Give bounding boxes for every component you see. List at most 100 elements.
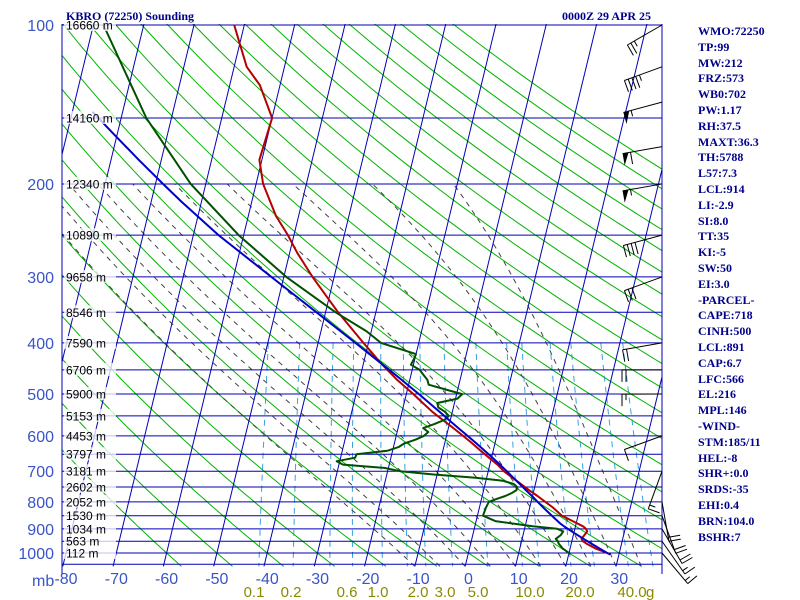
wind-barb-shaft <box>661 501 670 542</box>
indices-panel: WMO:72250 TP:99 MW:212 FRZ:573 WB0:702 PW:1.1… <box>698 24 765 545</box>
dry-adiabat <box>244 24 662 341</box>
temperature-tick-label: 30 <box>610 571 628 588</box>
dry-adiabat <box>296 24 662 295</box>
height-label-bg <box>64 480 116 494</box>
height-label: 5153 m <box>66 409 106 423</box>
wind-barb <box>622 183 663 203</box>
wind-barb-flag <box>679 553 691 561</box>
pressure-tick-label: 1000 <box>18 546 54 563</box>
sounding-profiles <box>91 24 611 556</box>
index-item: FRZ:573 <box>698 71 744 86</box>
dry-adiabat <box>192 24 662 389</box>
wind-barb-shaft <box>661 528 683 564</box>
wind-barb <box>622 146 663 166</box>
wind-barb-pennant <box>622 152 629 166</box>
wind-barb-half-flag <box>649 504 656 508</box>
pressure-tick-label: 600 <box>27 429 54 446</box>
dry-adiabat <box>62 123 591 567</box>
wind-barb-flag <box>623 80 629 92</box>
height-label: 8546 m <box>66 306 106 320</box>
moist-adiabat <box>292 183 592 567</box>
height-label: 14160 m <box>66 111 113 125</box>
isobars <box>62 24 662 565</box>
wind-barb <box>661 540 696 575</box>
wind-barb-pennant <box>623 111 630 125</box>
height-label-bg <box>64 428 116 442</box>
wind-barb <box>661 528 693 564</box>
wind-barb <box>622 234 663 258</box>
pressure-tick-label: 500 <box>27 387 54 404</box>
index-item: TH:5788 <box>698 150 744 165</box>
wind-barb-flag <box>681 557 693 564</box>
moist-adiabat <box>132 183 516 567</box>
wind-barb <box>621 393 663 407</box>
wind-barb-shaft <box>622 342 663 351</box>
index-item: EI:3.0 <box>698 276 730 291</box>
wind-barb-shaft <box>624 435 663 450</box>
isotherm <box>213 24 346 567</box>
dry-adiabat <box>270 24 662 318</box>
mixing-ratio-label: 20.0 <box>565 584 594 600</box>
dry-adiabat <box>62 54 662 550</box>
wind-barb-flag <box>630 152 634 165</box>
index-item: SI:8.0 <box>698 213 729 228</box>
mixing-ratio-label: 1.0 <box>368 584 389 600</box>
wind-barb <box>661 515 688 554</box>
wind-barb <box>622 342 663 362</box>
dry-adiabat <box>62 358 285 567</box>
mixing-ratio-label: 0.6 <box>337 584 358 600</box>
wind-barb-half-flag <box>630 189 632 196</box>
wind-barb-flag <box>627 78 633 91</box>
wind-barb-flag <box>674 545 686 551</box>
wind-barb-shaft <box>624 66 663 81</box>
moist-adiabat <box>226 183 567 567</box>
station-title: KBRO (72250) Sounding <box>66 9 195 23</box>
dry-adiabat <box>140 24 662 440</box>
index-item: LCL:891 <box>698 339 745 354</box>
pressure-axis-labels: 100 200 300 400 500 600 700 800 900 1000 <box>18 18 54 563</box>
pressure-tick-label: 800 <box>27 495 54 512</box>
index-item: WB0:702 <box>698 87 746 102</box>
mixing-ratio-label: 2.0 <box>408 584 429 600</box>
temperature-tick-label: -30 <box>306 571 329 588</box>
height-label: 3181 m <box>66 465 106 479</box>
pressure-tick-label: 100 <box>27 18 54 35</box>
index-item: CAPE:718 <box>698 308 753 323</box>
mixing-ratio-label: 40.0 <box>617 584 646 600</box>
dry-adiabat <box>322 24 662 273</box>
height-label: 1530 m <box>66 509 106 523</box>
temperature-tick-label: -20 <box>356 571 379 588</box>
height-label-bg <box>64 546 116 559</box>
wind-barb-shaft <box>622 146 663 155</box>
index-item: MAXT:36.3 <box>698 134 759 149</box>
isotherm <box>565 167 662 567</box>
wind-barb <box>647 471 663 514</box>
dry-adiabat <box>88 24 662 493</box>
dry-adiabat <box>62 159 540 567</box>
index-item: L57:7.3 <box>698 166 737 181</box>
height-label-bg <box>64 521 116 535</box>
wind-barb-shaft <box>661 540 686 575</box>
temperature-tick-label: -80 <box>54 571 77 588</box>
height-label-bg <box>64 18 116 31</box>
dry-adiabat <box>374 24 662 231</box>
height-label-bg <box>64 464 116 478</box>
mixing-ratio-unit: g <box>646 584 654 600</box>
height-label-bg <box>64 176 116 190</box>
isotherm <box>62 24 95 157</box>
parcel-profile <box>91 111 611 556</box>
wind-barb-pennant <box>622 189 629 203</box>
wind-barb-shaft <box>647 471 663 509</box>
dry-adiabat <box>62 315 336 567</box>
wind-barb-flag <box>626 244 631 257</box>
wind-barb-half-flag <box>682 566 688 572</box>
wind-barb-flag <box>675 548 688 554</box>
wind-barb <box>661 552 698 584</box>
index-item: KI:-5 <box>698 245 726 260</box>
wind-barb-flag <box>622 349 626 362</box>
wind-barb-flag <box>627 289 633 301</box>
wind-barb-flag <box>623 290 629 303</box>
height-labels: 16660 m 14160 m 12340 m 10890 m 9658 m 8546 m… <box>64 18 116 561</box>
temperature-profile <box>233 24 611 556</box>
